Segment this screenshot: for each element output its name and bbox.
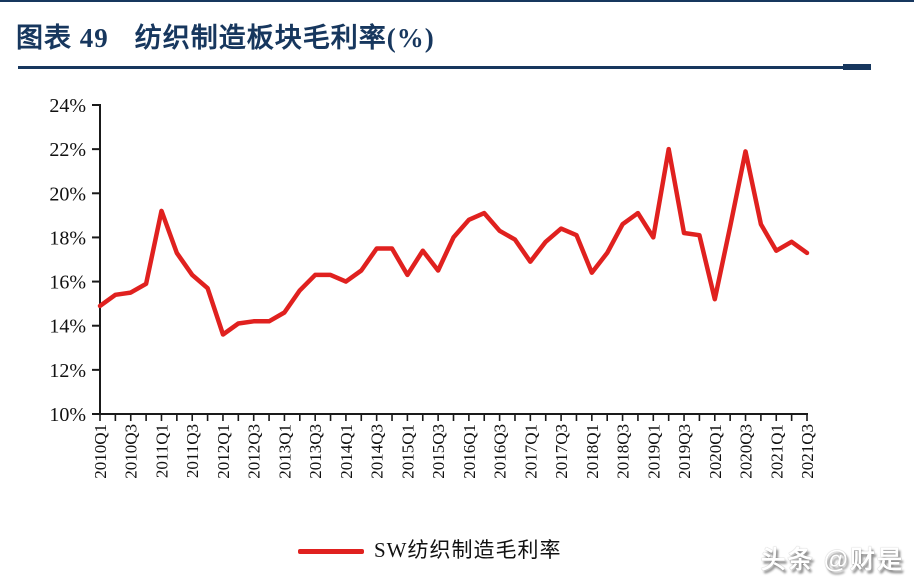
y-tick-label: 12% bbox=[49, 360, 86, 382]
x-tick-label: 2021Q3 bbox=[798, 424, 817, 479]
y-tick-label: 10% bbox=[49, 404, 86, 426]
legend-label: SW纺织制造毛利率 bbox=[374, 538, 562, 562]
x-tick-label: 2017Q3 bbox=[552, 424, 571, 479]
x-tick-label: 2017Q1 bbox=[521, 424, 540, 479]
figure-title: 图表 49 纺织制造板块毛利率(%) bbox=[16, 16, 435, 55]
y-tick-label: 18% bbox=[49, 227, 86, 249]
x-tick-label: 2010Q1 bbox=[91, 424, 110, 479]
x-tick-label: 2011Q3 bbox=[183, 424, 202, 478]
legend-line-swatch bbox=[298, 548, 364, 554]
x-tick-label: 2014Q3 bbox=[368, 424, 387, 479]
y-tick-label: 16% bbox=[49, 272, 86, 294]
figure-title-text: 纺织制造板块毛利率(%) bbox=[134, 23, 435, 53]
y-tick-label: 14% bbox=[49, 316, 86, 338]
x-tick-label: 2021Q1 bbox=[767, 424, 786, 479]
figure-title-prefix: 图表 49 bbox=[16, 23, 109, 53]
x-tick-label: 2020Q3 bbox=[737, 424, 756, 479]
x-tick-label: 2012Q1 bbox=[214, 424, 233, 479]
top-border-line bbox=[0, 0, 914, 2]
x-tick-label: 2015Q1 bbox=[398, 424, 417, 479]
x-tick-label: 2011Q1 bbox=[152, 424, 171, 478]
title-rule-end-cap bbox=[843, 64, 871, 70]
x-tick-label: 2016Q1 bbox=[460, 424, 479, 479]
y-tick-label: 22% bbox=[49, 139, 86, 161]
x-tick-label: 2013Q3 bbox=[306, 424, 325, 479]
series-line bbox=[97, 146, 810, 337]
y-tick-label: 24% bbox=[49, 95, 86, 117]
x-tick-label: 2018Q1 bbox=[583, 424, 602, 479]
legend: SW纺织制造毛利率 bbox=[298, 534, 562, 564]
title-rule bbox=[18, 66, 870, 69]
x-tick-label: 2015Q3 bbox=[429, 424, 448, 479]
x-tick-label: 2019Q3 bbox=[675, 424, 694, 479]
x-tick-label: 2018Q3 bbox=[614, 424, 633, 479]
x-tick-label: 2012Q3 bbox=[245, 424, 264, 479]
x-tick-label: 2010Q3 bbox=[122, 424, 141, 479]
x-tick-label: 2020Q1 bbox=[706, 424, 725, 479]
x-tick-label: 2013Q1 bbox=[275, 424, 294, 479]
x-tick-label: 2019Q1 bbox=[644, 424, 663, 479]
y-tick-label: 20% bbox=[49, 183, 86, 205]
x-tick-label: 2014Q1 bbox=[337, 424, 356, 479]
x-tick-label: 2016Q3 bbox=[491, 424, 510, 479]
watermark: 头条 @财是 bbox=[760, 546, 904, 574]
